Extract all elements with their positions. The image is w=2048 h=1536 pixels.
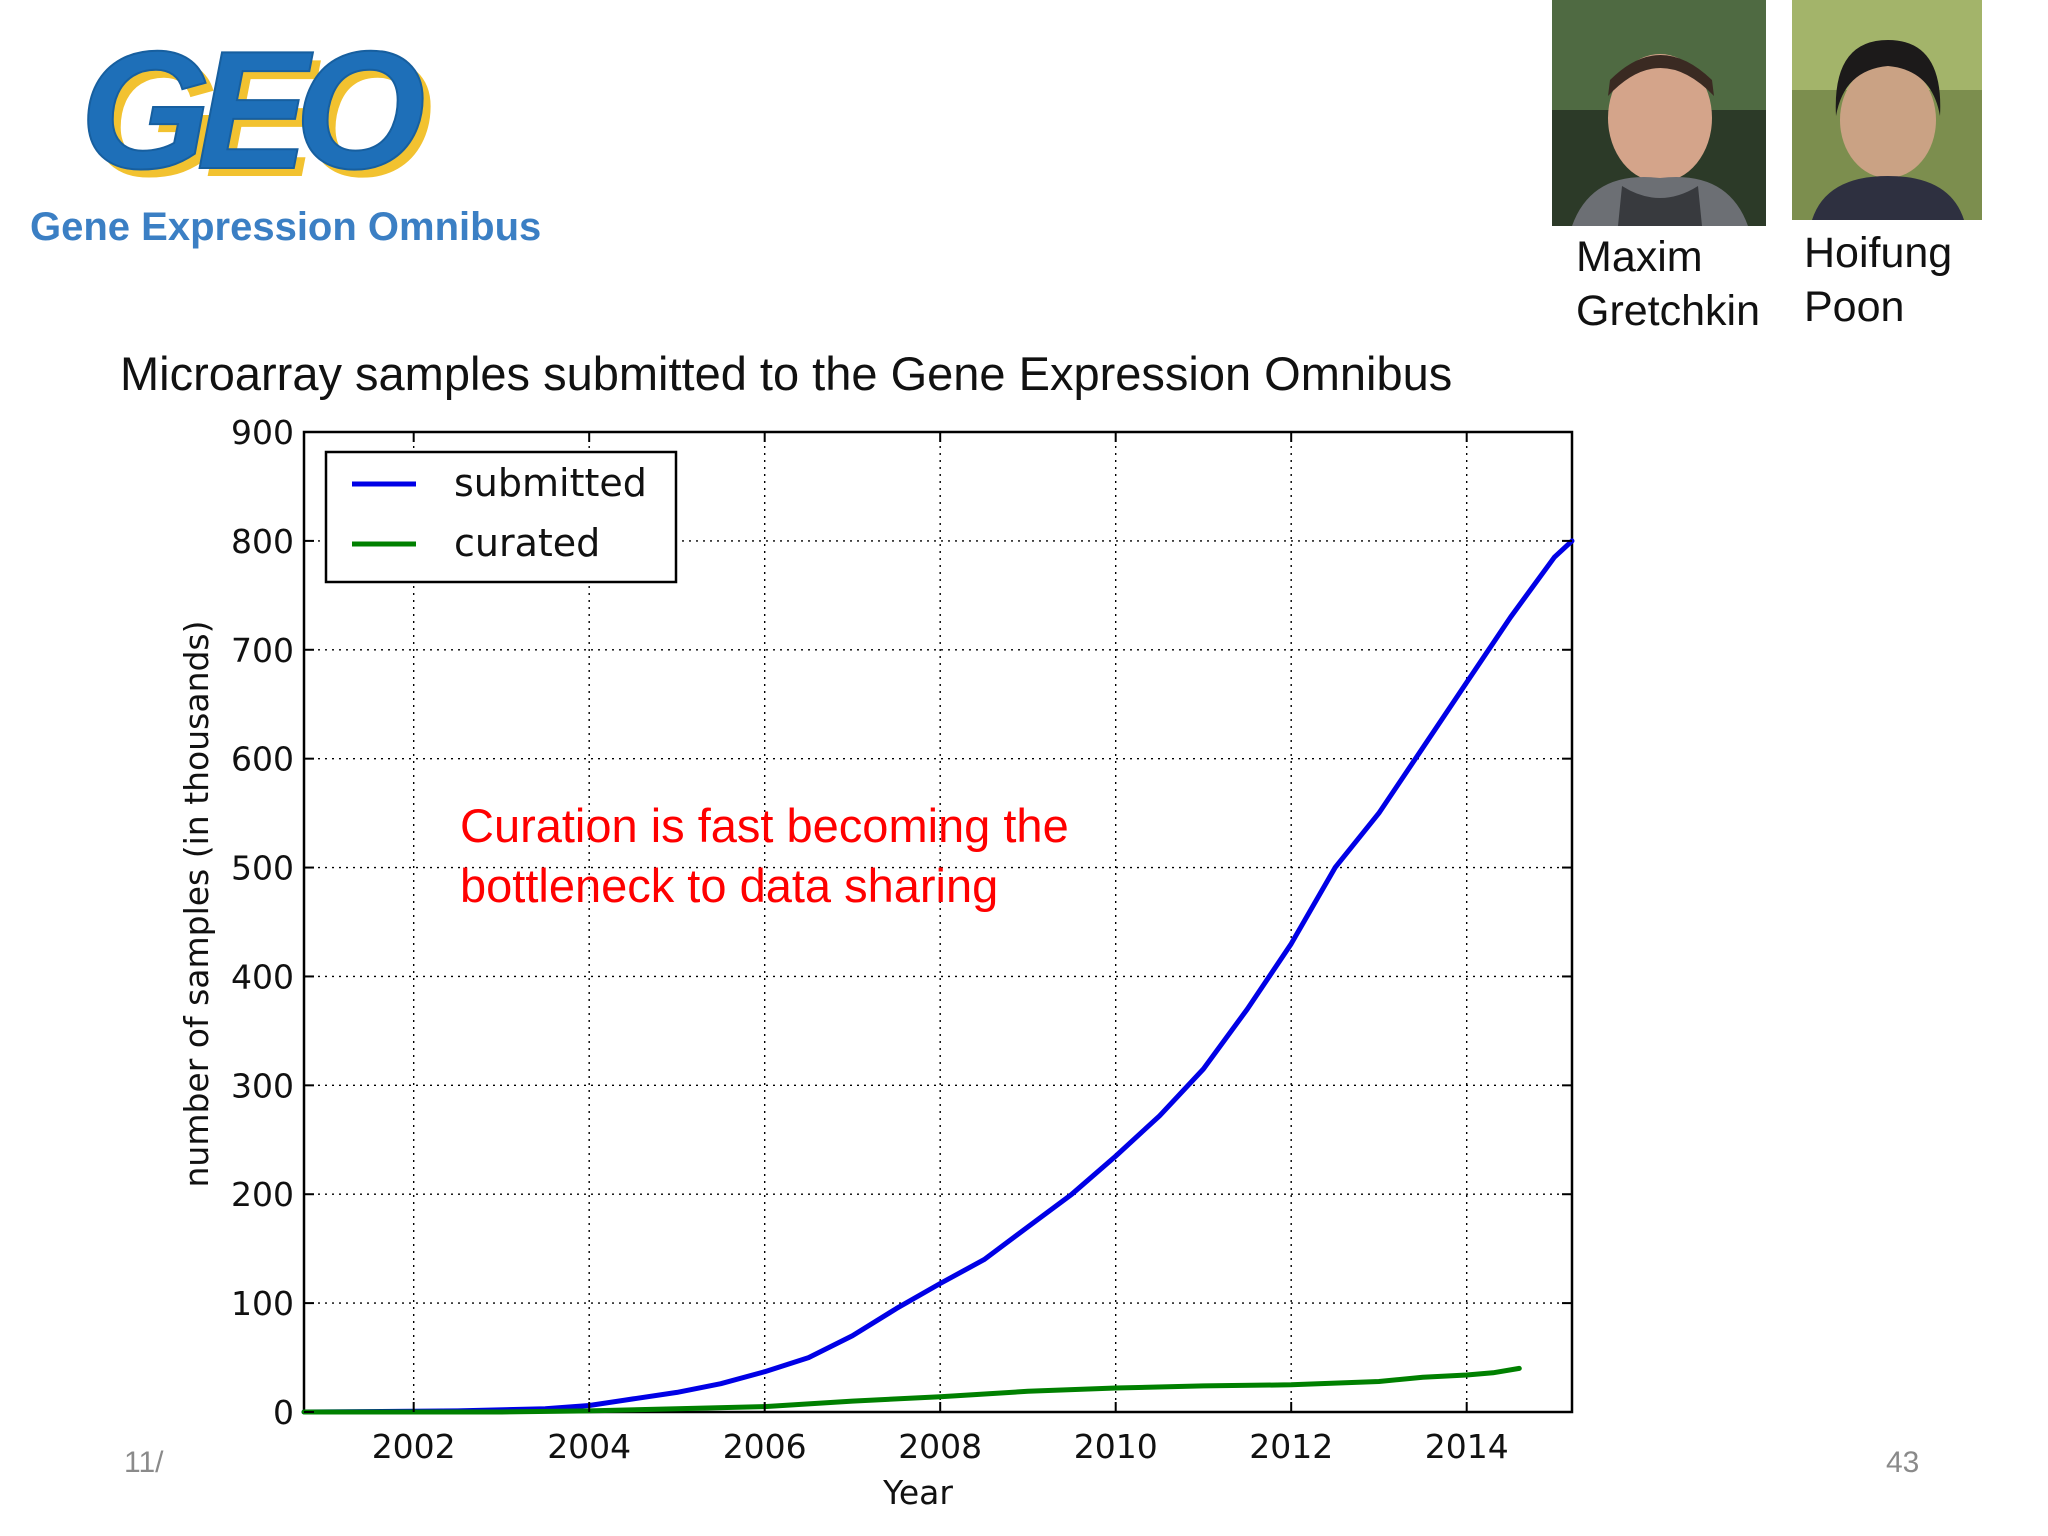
y-tick-label: 600	[231, 740, 294, 779]
series-line-curated	[301, 1365, 1522, 1415]
y-tick-label: 900	[231, 413, 294, 452]
y-tick-label: 400	[231, 957, 294, 996]
person-last-name: Gretchkin	[1576, 287, 1761, 335]
series-layer	[301, 538, 1575, 1415]
plot-area-frame	[302, 430, 1574, 1414]
geo-logo: GEO GEO Gene Expression Omnibus	[30, 28, 541, 249]
x-tick-label: 2002	[372, 1427, 456, 1466]
footer-date: 11/	[124, 1446, 164, 1479]
y-tick-label: 700	[231, 631, 294, 670]
annotation-text: Curation is fast becoming the	[460, 799, 1069, 852]
y-axis-label: number of samples (in thousands)	[177, 621, 216, 1188]
legend-label: curated	[454, 521, 600, 565]
series-line-submitted	[301, 538, 1575, 1415]
x-tick-label: 2014	[1425, 1427, 1509, 1466]
person-name-hoifung: Hoifung Poon	[1804, 226, 1952, 334]
y-tick-label: 300	[231, 1066, 294, 1105]
svg-text:GEO: GEO	[88, 28, 431, 212]
annotation-text: bottleneck to data sharing	[460, 859, 998, 912]
y-tick-label: 100	[231, 1284, 294, 1323]
portrait-photo-maxim	[1552, 0, 1766, 226]
x-tick-label: 2006	[723, 1427, 807, 1466]
person-first-name: Hoifung	[1804, 229, 1953, 277]
x-axis-label: Year	[882, 1473, 953, 1512]
svg-text:GEO: GEO	[80, 28, 423, 204]
legend-box	[324, 450, 678, 584]
x-tick-label: 2008	[898, 1427, 982, 1466]
x-tick-label: 2012	[1249, 1427, 1333, 1466]
geo-logo-mark: GEO GEO	[79, 28, 445, 212]
x-tick-label: 2004	[547, 1427, 631, 1466]
y-tick-label: 200	[231, 1175, 294, 1214]
y-tick-label: 800	[231, 522, 294, 561]
x-tick-label: 2010	[1074, 1427, 1158, 1466]
person-name-maxim: Maxim Gretchkin	[1576, 230, 1760, 338]
y-tick-label: 0	[273, 1393, 294, 1432]
person-first-name: Maxim	[1576, 233, 1703, 281]
geo-logo-caption: Gene Expression Omnibus	[30, 205, 541, 249]
chart-legend: submitted curated	[324, 450, 678, 584]
person-last-name: Poon	[1804, 283, 1905, 331]
portrait-photo-hoifung	[1792, 0, 1982, 220]
slide-title: Microarray samples submitted to the Gene…	[120, 347, 1453, 400]
legend-label: submitted	[454, 461, 647, 505]
axis-layer: 2002 2004 2006 2008 2010 2012 2014 0 100 200 300 40…	[177, 413, 1572, 1512]
y-tick-label: 500	[231, 849, 294, 888]
page-number: 43	[1886, 1446, 1920, 1479]
